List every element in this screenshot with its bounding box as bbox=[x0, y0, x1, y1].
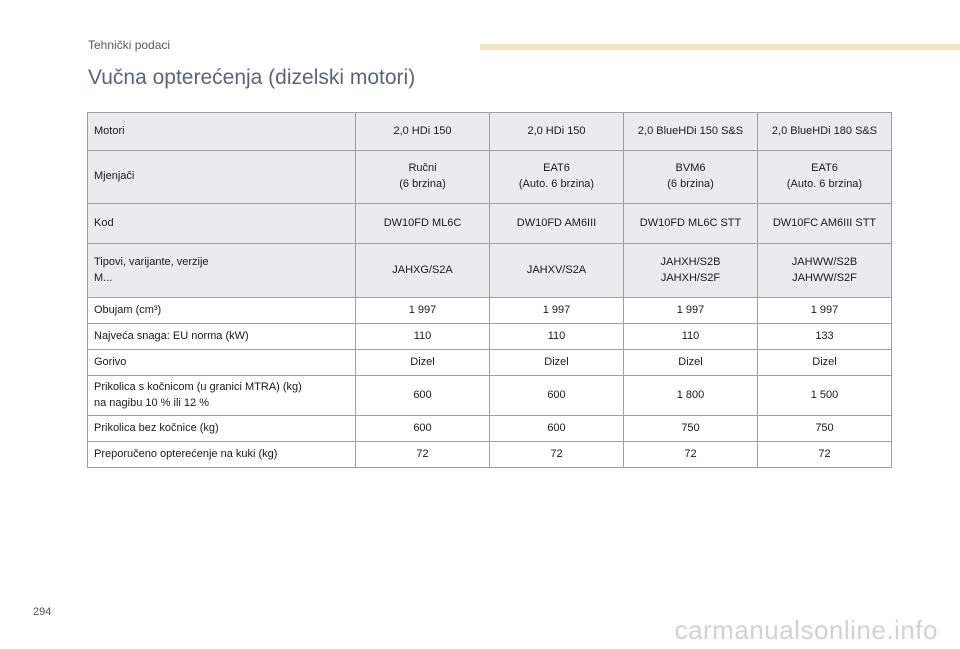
table-cell: DW10FD AM6III bbox=[489, 203, 624, 244]
table-row: Motori 2,0 HDi 150 2,0 HDi 150 2,0 BlueH… bbox=[87, 112, 892, 151]
row-label: Prikolica s kočnicom (u granici MTRA) (k… bbox=[87, 375, 356, 416]
table-cell: 750 bbox=[757, 415, 892, 442]
table-cell: Dizel bbox=[355, 349, 490, 376]
table-cell: 72 bbox=[623, 441, 758, 468]
table-cell: 2,0 BlueHDi 150 S&S bbox=[623, 112, 758, 151]
table-cell: JAHXV/S2A bbox=[489, 243, 624, 298]
watermark: carmanualsonline.info bbox=[674, 615, 938, 645]
table-row: Gorivo Dizel Dizel Dizel Dizel bbox=[87, 349, 892, 376]
row-label: Gorivo bbox=[87, 349, 356, 376]
table-cell: 1 997 bbox=[757, 297, 892, 324]
row-label: Obujam (cm³) bbox=[87, 297, 356, 324]
table-cell: 1 997 bbox=[489, 297, 624, 324]
table-cell: 600 bbox=[355, 415, 490, 442]
table-cell: 600 bbox=[489, 375, 624, 416]
row-label: Preporučeno opterećenje na kuki (kg) bbox=[87, 441, 356, 468]
table-cell: 600 bbox=[489, 415, 624, 442]
table-cell: 750 bbox=[623, 415, 758, 442]
table-cell: 1 800 bbox=[623, 375, 758, 416]
table-cell: 1 500 bbox=[757, 375, 892, 416]
table-cell: Dizel bbox=[757, 349, 892, 376]
row-label: Najveća snaga: EU norma (kW) bbox=[87, 323, 356, 350]
table-cell: 133 bbox=[757, 323, 892, 350]
section-header: Tehnički podaci bbox=[88, 38, 171, 52]
table-cell: Dizel bbox=[623, 349, 758, 376]
table-row: Tipovi, varijante, verzije M... JAHXG/S2… bbox=[87, 243, 892, 298]
page-number: 294 bbox=[33, 606, 52, 618]
table-row: Obujam (cm³) 1 997 1 997 1 997 1 997 bbox=[87, 297, 892, 324]
table-row: Prikolica bez kočnice (kg) 600 600 750 7… bbox=[87, 415, 892, 442]
table-cell: EAT6 (Auto. 6 brzina) bbox=[757, 150, 892, 204]
table-cell: 110 bbox=[623, 323, 758, 350]
table-cell: 72 bbox=[489, 441, 624, 468]
table-cell: JAHWW/S2B JAHWW/S2F bbox=[757, 243, 892, 298]
table-cell: BVM6 (6 brzina) bbox=[623, 150, 758, 204]
table-row: Mjenjači Ručni (6 brzina) EAT6 (Auto. 6 … bbox=[87, 150, 892, 204]
table-cell: Dizel bbox=[489, 349, 624, 376]
table-cell: 2,0 BlueHDi 180 S&S bbox=[757, 112, 892, 151]
table-cell: DW10FC AM6III STT bbox=[757, 203, 892, 244]
table-row: Preporučeno opterećenje na kuki (kg) 72 … bbox=[87, 441, 892, 468]
row-label: Kod bbox=[87, 203, 356, 244]
table-cell: 600 bbox=[355, 375, 490, 416]
table-cell: 72 bbox=[355, 441, 490, 468]
table-cell: JAHXH/S2B JAHXH/S2F bbox=[623, 243, 758, 298]
table-cell: DW10FD ML6C STT bbox=[623, 203, 758, 244]
row-label: Mjenjači bbox=[87, 150, 356, 204]
row-label: Tipovi, varijante, verzije M... bbox=[87, 243, 356, 298]
table-cell: 72 bbox=[757, 441, 892, 468]
towing-specs-table: Motori 2,0 HDi 150 2,0 HDi 150 2,0 BlueH… bbox=[87, 112, 892, 468]
table-cell: 1 997 bbox=[623, 297, 758, 324]
table-cell: 2,0 HDi 150 bbox=[489, 112, 624, 151]
table-cell: JAHXG/S2A bbox=[355, 243, 490, 298]
table-cell: DW10FD ML6C bbox=[355, 203, 490, 244]
table-cell: Ručni (6 brzina) bbox=[355, 150, 490, 204]
table-cell: 1 997 bbox=[355, 297, 490, 324]
table-row: Najveća snaga: EU norma (kW) 110 110 110… bbox=[87, 323, 892, 350]
table-row: Kod DW10FD ML6C DW10FD AM6III DW10FD ML6… bbox=[87, 203, 892, 244]
table-cell: 2,0 HDi 150 bbox=[355, 112, 490, 151]
page-title: Vučna opterećenja (dizelski motori) bbox=[88, 66, 416, 89]
header-accent-bar bbox=[480, 44, 960, 50]
table-row: Prikolica s kočnicom (u granici MTRA) (k… bbox=[87, 375, 892, 416]
table-cell: 110 bbox=[489, 323, 624, 350]
table-cell: 110 bbox=[355, 323, 490, 350]
row-label: Motori bbox=[87, 112, 356, 151]
row-label: Prikolica bez kočnice (kg) bbox=[87, 415, 356, 442]
table-cell: EAT6 (Auto. 6 brzina) bbox=[489, 150, 624, 204]
